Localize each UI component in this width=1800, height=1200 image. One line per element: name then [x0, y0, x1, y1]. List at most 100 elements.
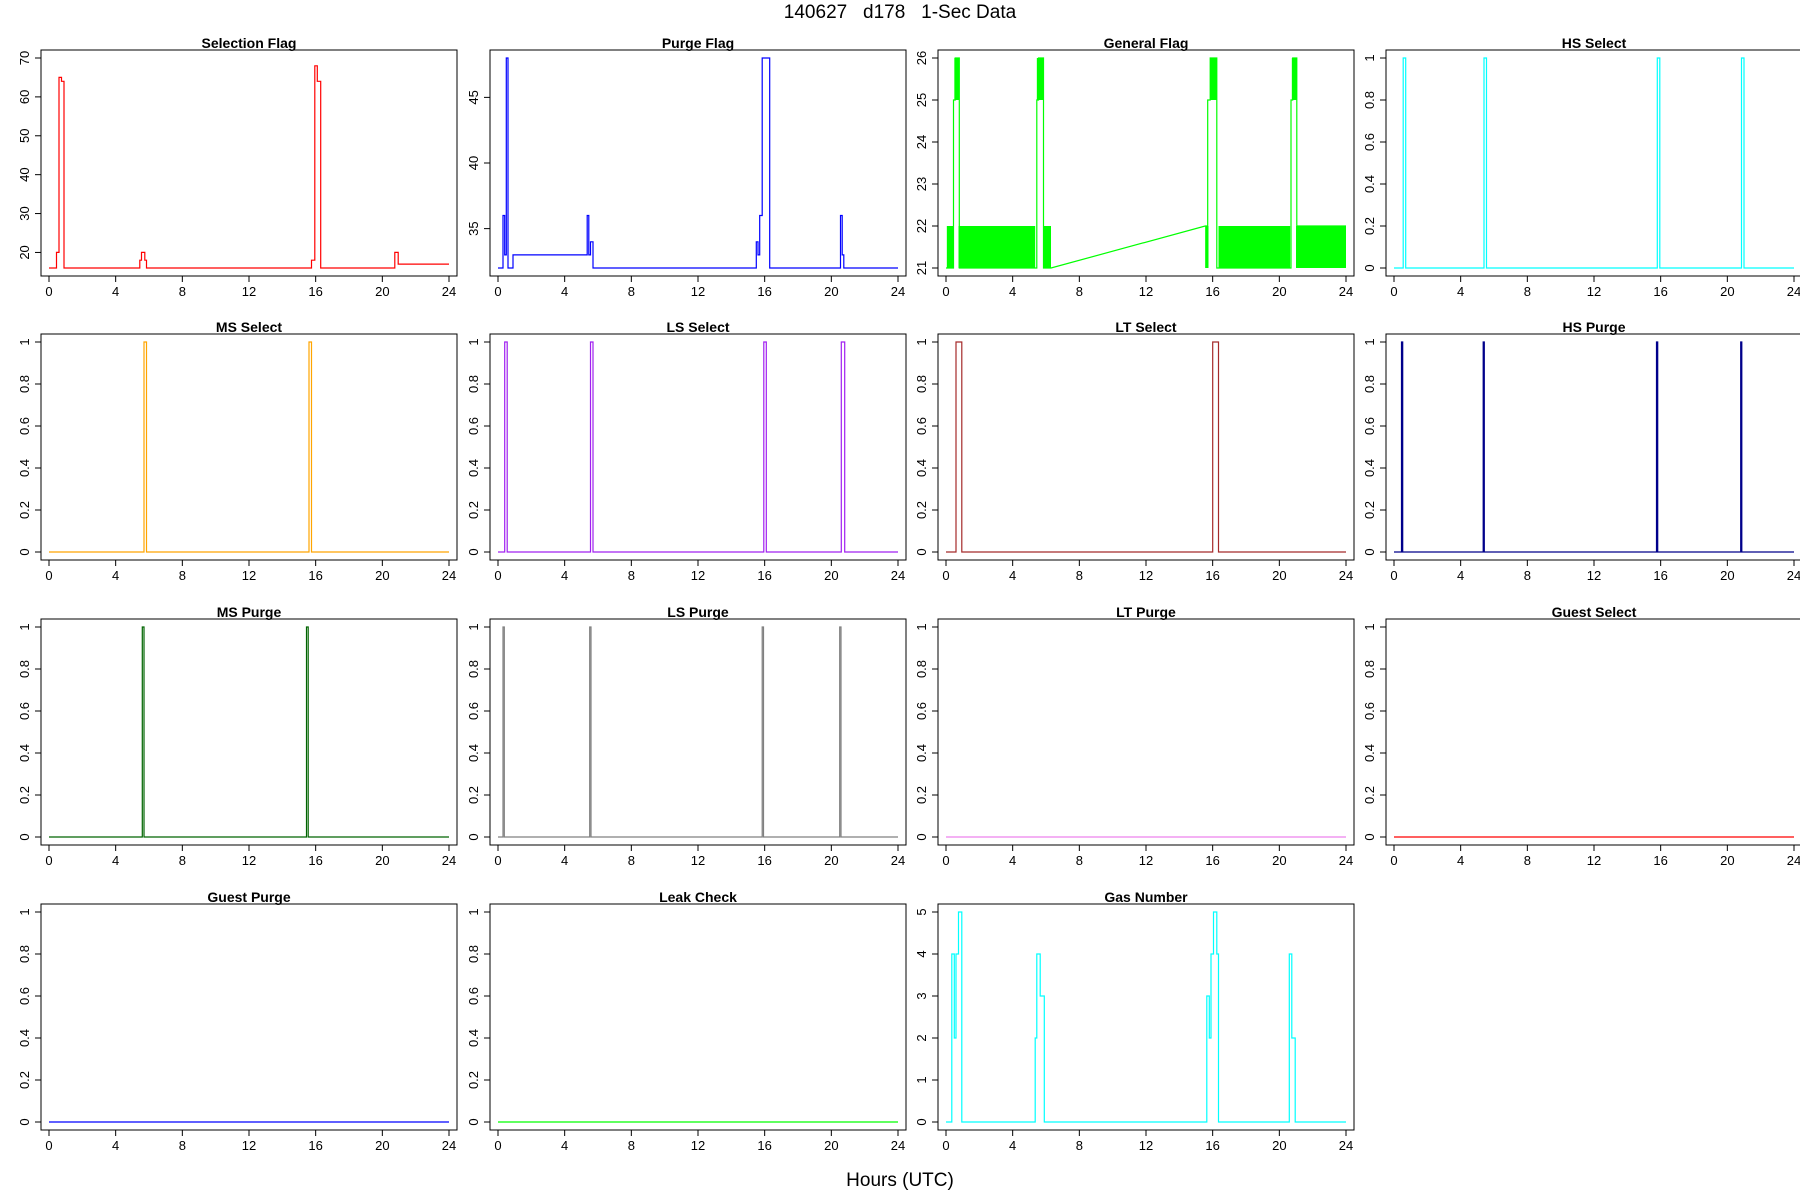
- y-tick-label: 0.8: [1362, 660, 1377, 678]
- y-tick-label: 0.6: [466, 702, 481, 720]
- x-tick-label: 4: [1009, 284, 1016, 299]
- panel-title: LS Select: [666, 319, 729, 335]
- series-line: [498, 57, 898, 269]
- x-tick-label: 16: [1653, 568, 1667, 583]
- y-tick-label: 0.2: [17, 1071, 32, 1089]
- y-tick-label: 0: [17, 548, 32, 555]
- y-tick-label: 26: [914, 51, 929, 65]
- y-tick-label: 0.6: [1362, 417, 1377, 435]
- x-tick-label: 16: [1205, 568, 1219, 583]
- x-tick-label: 20: [824, 284, 838, 299]
- series-line: [498, 626, 898, 838]
- plot-frame: [489, 618, 907, 846]
- data-band: [1043, 226, 1051, 268]
- x-tick-label: 8: [1524, 568, 1531, 583]
- data-band: [946, 226, 954, 268]
- series-line: [1394, 57, 1794, 269]
- panel-title: Gas Number: [1104, 889, 1188, 905]
- panel-ls-purge: LS Purge 0 4 8 12 16 20 24 0 0.2 0.4 0.6 0.8 1: [466, 604, 907, 868]
- panel-title: Guest Purge: [207, 889, 290, 905]
- y-tick-label: 0.6: [914, 702, 929, 720]
- x-tick-label: 16: [757, 284, 771, 299]
- y-tick-label: 35: [466, 221, 481, 235]
- x-tick-label: 4: [1457, 853, 1464, 868]
- y-tick-label: 70: [17, 51, 32, 65]
- y-tick-label: 0.4: [1362, 744, 1377, 762]
- plot-frame: [937, 333, 1355, 561]
- x-tick-label: 0: [942, 853, 949, 868]
- y-tick-label: 0.2: [17, 786, 32, 804]
- x-tick-label: 0: [45, 568, 52, 583]
- y-tick-label: 0.2: [466, 786, 481, 804]
- panel-lt-purge: LT Purge 0 4 8 12 16 20 24 0 0.2 0.4 0.6 0.8 1: [914, 604, 1355, 868]
- x-tick-label: 24: [1787, 284, 1800, 299]
- x-tick-label: 4: [112, 1138, 119, 1153]
- y-tick-label: 0.6: [17, 417, 32, 435]
- plot-frame: [40, 618, 458, 846]
- panel-general-flag: General Flag 0 4 8 12 16 20 24 21 22 23 24 25 26: [914, 35, 1355, 299]
- panel-hs-select: HS Select 0 4 8 12 16 20 24 0 0.2 0.4 0.6 0.8 1: [1362, 35, 1800, 299]
- x-tick-label: 12: [242, 1138, 256, 1153]
- plot-frame: [489, 49, 907, 277]
- x-tick-label: 12: [691, 284, 705, 299]
- y-tick-label: 0.2: [17, 501, 32, 519]
- x-tick-label: 24: [1787, 853, 1800, 868]
- y-tick-label: 1: [17, 338, 32, 345]
- y-tick-label: 1: [466, 623, 481, 630]
- x-tick-label: 4: [1457, 284, 1464, 299]
- x-tick-label: 16: [757, 853, 771, 868]
- y-tick-label: 0: [914, 1118, 929, 1125]
- x-tick-label: 0: [942, 1138, 949, 1153]
- x-tick-label: 4: [112, 853, 119, 868]
- y-tick-label: 3: [914, 992, 929, 999]
- y-tick-label: 25: [914, 93, 929, 107]
- y-tick-label: 0.6: [466, 987, 481, 1005]
- x-tick-label: 24: [1339, 568, 1353, 583]
- x-tick-label: 0: [1390, 284, 1397, 299]
- panel-ls-select: LS Select 0 4 8 12 16 20 24 0 0.2 0.4 0.6 0.8 1: [466, 319, 907, 583]
- y-tick-label: 0.8: [466, 375, 481, 393]
- y-tick-label: 0: [466, 548, 481, 555]
- x-tick-label: 16: [757, 1138, 771, 1153]
- y-tick-label: 45: [466, 90, 481, 104]
- y-tick-label: 1: [1362, 338, 1377, 345]
- x-tick-label: 8: [179, 284, 186, 299]
- y-tick-label: 0.6: [17, 987, 32, 1005]
- y-tick-label: 0.8: [17, 375, 32, 393]
- x-tick-label: 12: [1587, 568, 1601, 583]
- y-tick-label: 0.8: [466, 945, 481, 963]
- x-tick-label: 0: [1390, 568, 1397, 583]
- y-tick-label: 1: [17, 623, 32, 630]
- y-tick-label: 23: [914, 177, 929, 191]
- y-tick-label: 0.2: [466, 1071, 481, 1089]
- y-tick-label: 0.2: [914, 786, 929, 804]
- y-tick-label: 0.2: [914, 501, 929, 519]
- x-tick-label: 24: [1339, 1138, 1353, 1153]
- y-tick-label: 40: [17, 167, 32, 181]
- x-tick-label: 8: [1524, 853, 1531, 868]
- x-tick-label: 20: [375, 853, 389, 868]
- x-tick-label: 0: [45, 853, 52, 868]
- panel-title: HS Select: [1562, 35, 1627, 51]
- y-tick-label: 0.6: [1362, 702, 1377, 720]
- x-tick-label: 24: [891, 284, 905, 299]
- x-tick-label: 20: [1272, 568, 1286, 583]
- x-tick-label: 0: [494, 1138, 501, 1153]
- y-tick-label: 0.8: [1362, 375, 1377, 393]
- panel-purge-flag: Purge Flag 0 4 8 12 16 20 24 35 40 45: [466, 35, 907, 299]
- x-tick-label: 24: [442, 568, 456, 583]
- y-tick-label: 60: [17, 90, 32, 104]
- x-tick-label: 4: [1009, 853, 1016, 868]
- x-tick-label: 12: [1139, 853, 1153, 868]
- panel-title: LT Purge: [1116, 604, 1176, 620]
- x-tick-label: 24: [891, 568, 905, 583]
- x-tick-label: 16: [308, 853, 322, 868]
- x-tick-label: 0: [494, 853, 501, 868]
- panel-hs-purge: HS Purge 0 4 8 12 16 20 24 0 0.2 0.4 0.6 0.8 1: [1362, 319, 1800, 583]
- y-tick-label: 1: [914, 1076, 929, 1083]
- x-tick-label: 20: [824, 1138, 838, 1153]
- y-tick-label: 0.4: [466, 744, 481, 762]
- y-tick-label: 0.4: [914, 459, 929, 477]
- x-tick-label: 16: [1205, 1138, 1219, 1153]
- panel-title: Selection Flag: [202, 35, 297, 51]
